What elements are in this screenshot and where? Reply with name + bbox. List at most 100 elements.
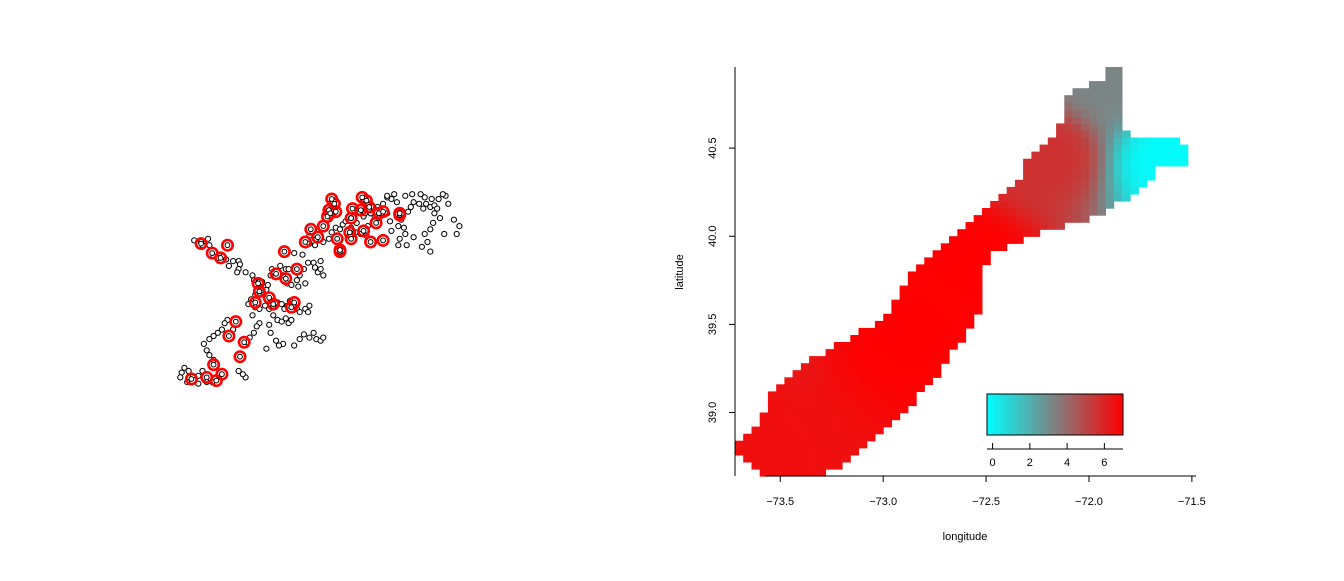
heatmap-cell xyxy=(809,419,818,428)
y-tick-label: 40.5 xyxy=(707,137,719,158)
heatmap-cell xyxy=(800,398,810,407)
heatmap-cell xyxy=(1113,186,1123,195)
heatmap-cell xyxy=(891,384,901,392)
heatmap-cell xyxy=(1023,193,1032,202)
heatmap-cell xyxy=(891,349,901,357)
selected-station-point xyxy=(256,288,263,295)
heatmap-cell xyxy=(1023,179,1032,188)
heatmap-cell xyxy=(792,398,802,407)
x-tick-label: −72.0 xyxy=(1075,496,1103,508)
heatmap-cell xyxy=(817,405,827,414)
heatmap-cell xyxy=(907,292,917,301)
heatmap-cell xyxy=(990,243,999,251)
heatmap-cell xyxy=(957,335,967,343)
heatmap-cell xyxy=(792,454,802,463)
heatmap-cell xyxy=(973,257,983,266)
heatmap-cell xyxy=(1105,130,1115,139)
selected-station-ring xyxy=(252,284,266,298)
heatmap-cell xyxy=(833,426,843,435)
heatmap-cell xyxy=(1072,109,1082,117)
heatmap-cell xyxy=(1072,95,1082,103)
heatmap-cell xyxy=(1105,179,1115,188)
heatmap-cell xyxy=(874,398,884,407)
heatmap-cell xyxy=(850,335,860,343)
heatmap-cell xyxy=(916,306,925,315)
heatmap-cell xyxy=(1080,158,1090,167)
heatmap-cell xyxy=(858,398,868,407)
station-point xyxy=(206,352,213,359)
heatmap-cell xyxy=(1089,208,1098,216)
heatmap-cell xyxy=(907,299,917,308)
selected-station-point xyxy=(396,210,403,217)
heatmap-cell xyxy=(817,440,827,449)
heatmap-cell xyxy=(899,299,909,308)
station-point xyxy=(310,329,317,336)
heatmap-cell xyxy=(1064,215,1074,223)
heatmap-cell xyxy=(874,391,884,400)
heatmap-cell xyxy=(850,447,860,456)
heatmap-cell xyxy=(1138,179,1148,188)
heatmap-cell xyxy=(949,292,958,301)
heatmap-cell xyxy=(1179,144,1189,153)
selected-station-ring xyxy=(355,190,369,204)
selected-station-point xyxy=(327,210,334,217)
heatmap-cell xyxy=(982,208,991,216)
selected-station-point xyxy=(288,304,295,311)
heatmap-cell xyxy=(850,440,860,449)
station-point xyxy=(234,269,241,276)
selected-station-point xyxy=(282,275,289,282)
heatmap-cell xyxy=(899,398,909,407)
heatmap-cell xyxy=(842,377,851,385)
heatmap-cell xyxy=(883,384,892,392)
station-point xyxy=(291,342,298,349)
station-point xyxy=(296,309,303,316)
heatmap-cell xyxy=(1146,172,1156,181)
colorbar-tick-label: 6 xyxy=(1101,457,1107,469)
station-point xyxy=(421,194,428,201)
heatmap-cell xyxy=(833,398,843,407)
heatmap-cell xyxy=(866,384,876,392)
heatmap-cell xyxy=(932,342,942,350)
heatmap-cell xyxy=(809,384,818,392)
heatmap-cell xyxy=(907,349,917,357)
selected-station-point xyxy=(349,205,356,212)
station-point xyxy=(278,301,285,308)
heatmap-cell xyxy=(850,419,860,428)
heatmap-cell xyxy=(883,342,892,350)
heatmap-cell xyxy=(1023,229,1032,237)
heatmap-cell xyxy=(1097,137,1106,146)
station-point xyxy=(409,191,416,198)
station-point xyxy=(435,195,442,203)
heatmap-cell xyxy=(957,313,967,322)
heatmap-cell xyxy=(1089,144,1098,153)
heatmap-cell xyxy=(767,461,777,470)
heatmap-cell xyxy=(1105,102,1115,110)
heatmap-cell xyxy=(998,201,1008,209)
heatmap-cell xyxy=(990,222,999,230)
heatmap-cell xyxy=(899,292,909,301)
heatmap-cell xyxy=(1089,165,1098,174)
heatmap-cell xyxy=(784,426,794,435)
heatmap-cell xyxy=(940,342,950,350)
heatmap-cell xyxy=(1031,229,1041,237)
heatmap-cell xyxy=(924,356,934,364)
heatmap-cell xyxy=(1080,109,1090,117)
heatmap-cell xyxy=(809,447,818,456)
heatmap-cell xyxy=(817,363,827,371)
heatmap-cell xyxy=(1105,88,1115,96)
heatmap-cell xyxy=(767,468,777,477)
heatmap-cell xyxy=(1105,137,1115,146)
heatmap-cell xyxy=(874,363,884,371)
heatmap-cell xyxy=(957,299,967,308)
heatmap-cell xyxy=(858,342,868,350)
station-point xyxy=(402,230,409,238)
station-point xyxy=(445,200,452,207)
heatmap-cell xyxy=(1039,201,1049,209)
station-point xyxy=(317,258,324,265)
heatmap-cell xyxy=(1113,81,1123,89)
heatmap-cell xyxy=(735,447,744,456)
heatmap-cell xyxy=(809,426,818,435)
heatmap-cell xyxy=(800,384,810,392)
selected-station-ring xyxy=(229,315,243,329)
